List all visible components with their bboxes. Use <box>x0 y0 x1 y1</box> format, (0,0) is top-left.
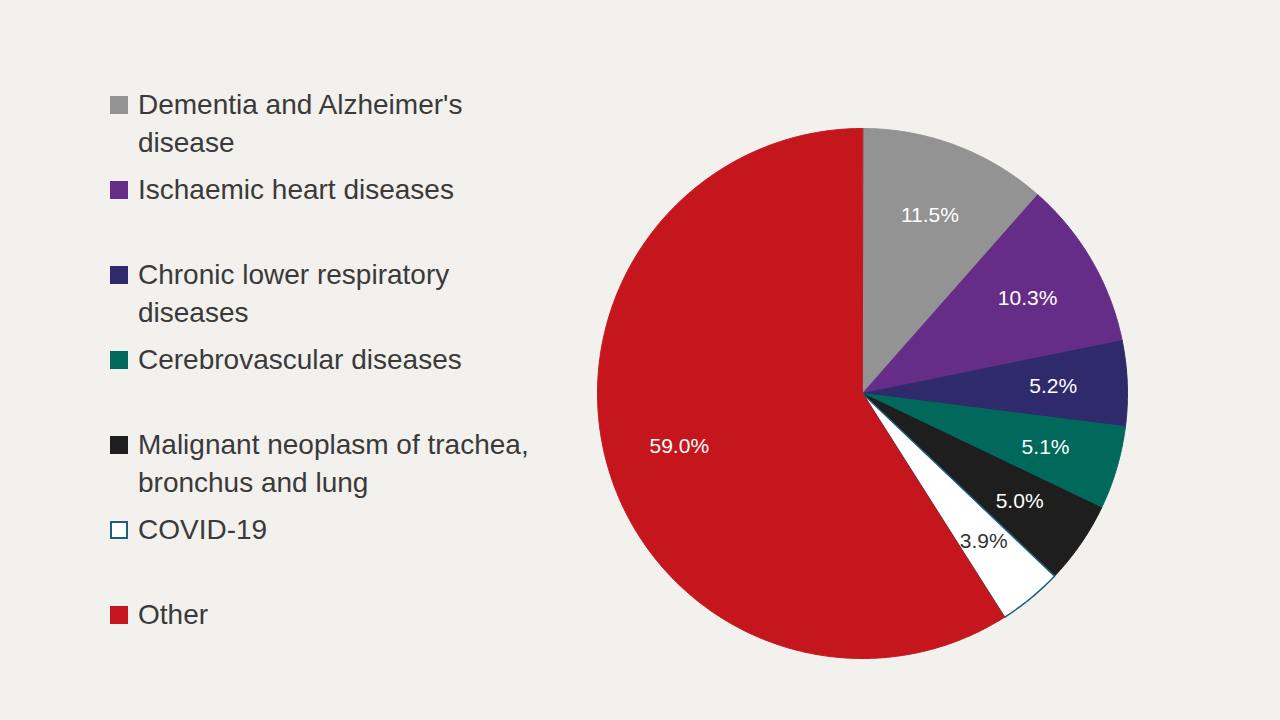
html-text:Cerebrovascular diseases: Cerebrovascular diseases <box>138 344 462 375</box>
html-text:COVID-19: COVID-19 <box>138 514 268 545</box>
html-text:Dementia and Alzheimer's disea: Dementia and Alzheimer's disease <box>138 89 463 158</box>
svg-text:3.9%: 3.9% <box>960 529 1008 552</box>
svg-text:11.5%: 11.5% <box>901 203 959 226</box>
html-text:Ischaemic heart diseases: Ischaemic heart diseases <box>138 174 454 205</box>
svg-text:5.0%: 5.0% <box>996 489 1044 512</box>
svg-text:59.0%: 59.0% <box>650 434 710 457</box>
html-text:Malignant neoplasm of trachea,: Malignant neoplasm of trachea, bronchus … <box>138 429 529 498</box>
html-text:Other: Other <box>138 599 208 630</box>
svg-text:10.3%: 10.3% <box>998 286 1058 309</box>
svg-text:5.1%: 5.1% <box>1022 435 1070 458</box>
svg-text:5.2%: 5.2% <box>1029 374 1077 397</box>
html-text:Chronic lower respiratory dise: Chronic lower respiratory diseases <box>138 259 450 328</box>
